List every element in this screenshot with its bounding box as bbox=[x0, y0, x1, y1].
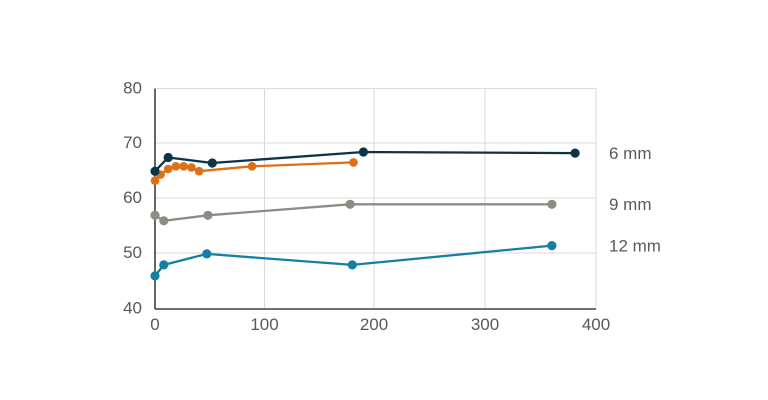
svg-text:40: 40 bbox=[123, 299, 142, 318]
svg-text:50: 50 bbox=[123, 243, 142, 262]
svg-text:12 mm: 12 mm bbox=[609, 237, 661, 256]
svg-text:60: 60 bbox=[123, 188, 142, 207]
svg-text:300: 300 bbox=[471, 315, 499, 334]
svg-text:0: 0 bbox=[150, 315, 159, 334]
svg-text:200: 200 bbox=[360, 315, 388, 334]
svg-text:9 mm: 9 mm bbox=[609, 195, 652, 214]
svg-text:6 mm: 6 mm bbox=[609, 144, 652, 163]
svg-text:100: 100 bbox=[250, 315, 278, 334]
svg-text:400: 400 bbox=[582, 315, 610, 334]
svg-text:80: 80 bbox=[123, 79, 142, 98]
svg-text:70: 70 bbox=[123, 133, 142, 152]
